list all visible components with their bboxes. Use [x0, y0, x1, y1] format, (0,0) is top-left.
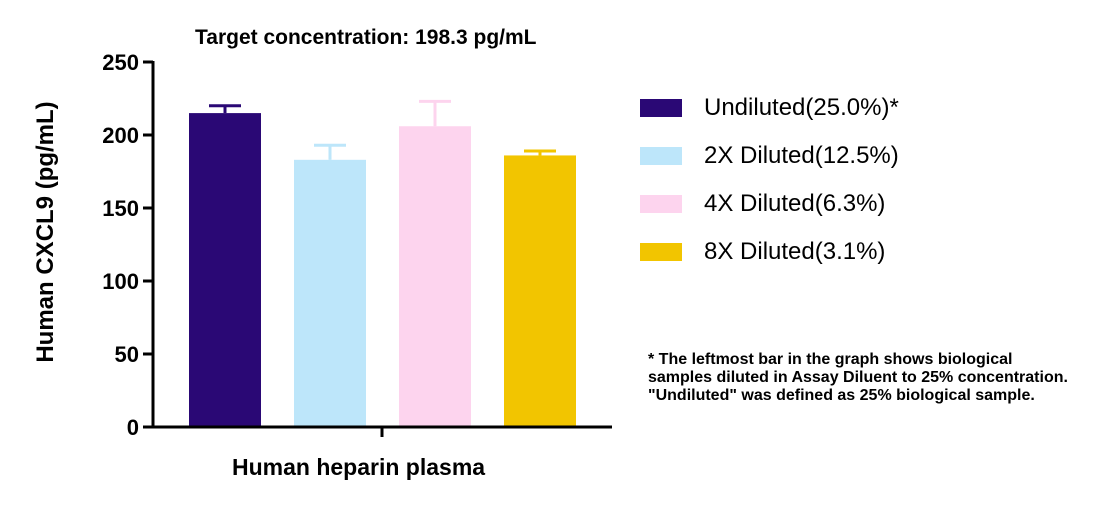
legend-swatch [640, 99, 682, 117]
y-tick-label: 150 [102, 196, 139, 221]
legend-label: Undiluted(25.0%)* [704, 94, 899, 121]
bar [294, 159, 366, 426]
axes [151, 61, 612, 437]
legend-item-undiluted: Undiluted(25.0%)* [640, 84, 899, 132]
bar [189, 113, 261, 426]
legend-swatch [640, 243, 682, 261]
legend-item-8x-diluted: 8X Diluted(3.1%) [640, 228, 899, 276]
legend-label: 8X Diluted(3.1%) [704, 238, 886, 265]
y-tick-label: 200 [102, 123, 139, 148]
legend-swatch [640, 195, 682, 213]
legend-item-4x-diluted: 4X Diluted(6.3%) [640, 180, 899, 228]
bar [504, 155, 576, 426]
y-axis-label: Human CXCL9 (pg/mL) [32, 101, 59, 362]
legend-label: 2X Diluted(12.5%) [704, 142, 899, 169]
y-ticks: 0 50 100 150 200 250 [102, 50, 153, 440]
bars [189, 99, 576, 426]
footnote: * The leftmost bar in the graph shows bi… [648, 351, 1068, 404]
bar [399, 126, 471, 426]
y-tick-label: 100 [102, 269, 139, 294]
y-tick-label: 0 [127, 415, 139, 440]
legend-swatch [640, 147, 682, 165]
legend: Undiluted(25.0%)* 2X Diluted(12.5%) 4X D… [640, 84, 899, 276]
y-tick-label: 250 [102, 50, 139, 75]
legend-label: 4X Diluted(6.3%) [704, 190, 886, 217]
legend-item-2x-diluted: 2X Diluted(12.5%) [640, 132, 899, 180]
y-tick-label: 50 [115, 342, 139, 367]
x-axis-label: Human heparin plasma [232, 454, 486, 480]
chart-title: Target concentration: 198.3 pg/mL [195, 26, 537, 49]
